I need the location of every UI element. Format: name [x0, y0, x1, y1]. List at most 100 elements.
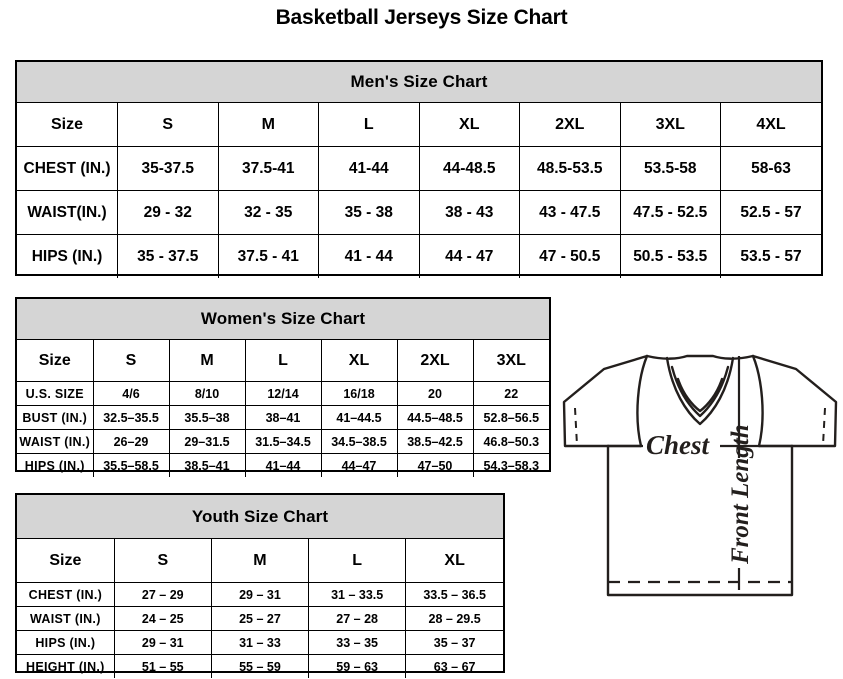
- youth-size-table: Youth Size Chart Size S M L XL CHEST (IN…: [17, 495, 503, 678]
- table-row: CHEST (IN.) 27 – 29 29 – 31 31 – 33.5 33…: [17, 582, 503, 607]
- table-row: CHEST (IN.) 35-37.5 37.5-41 41-44 44-48.…: [17, 146, 821, 191]
- womens-col-header-xl: XL: [320, 339, 398, 382]
- womens-hips-m: 38.5–41: [168, 453, 246, 477]
- womens-ussize-xl: 16/18: [320, 381, 398, 406]
- mens-chest-2xl: 48.5-53.5: [519, 146, 621, 191]
- mens-caption-row: Men's Size Chart: [17, 62, 821, 103]
- mens-hips-m: 37.5 - 41: [217, 234, 319, 278]
- mens-col-header-4xl: 4XL: [720, 102, 821, 147]
- mens-waist-2xl: 43 - 47.5: [519, 190, 621, 235]
- mens-hips-4xl: 53.5 - 57: [720, 234, 821, 278]
- womens-row-label-hips: HIPS (IN.): [17, 453, 94, 477]
- mens-col-header-s: S: [117, 102, 219, 147]
- mens-chest-4xl: 58-63: [720, 146, 821, 191]
- mens-chest-s: 35-37.5: [117, 146, 219, 191]
- womens-waist-xl: 34.5–38.5: [320, 429, 398, 454]
- youth-col-header-xl: XL: [405, 538, 503, 583]
- mens-chest-l: 41-44: [318, 146, 420, 191]
- youth-header-row: Size S M L XL: [17, 538, 503, 583]
- mens-col-header-3xl: 3XL: [619, 102, 721, 147]
- youth-waist-l: 27 – 28: [308, 606, 407, 631]
- table-row: WAIST (IN.) 26–29 29–31.5 31.5–34.5 34.5…: [17, 429, 549, 454]
- youth-col-header-m: M: [210, 538, 310, 583]
- mens-waist-xl: 38 - 43: [418, 190, 520, 235]
- womens-waist-l: 31.5–34.5: [244, 429, 322, 454]
- youth-chest-l: 31 – 33.5: [308, 582, 407, 607]
- mens-waist-4xl: 52.5 - 57: [720, 190, 821, 235]
- womens-waist-s: 26–29: [92, 429, 170, 454]
- womens-bust-2xl: 44.5–48.5: [396, 405, 474, 430]
- youth-chest-s: 27 – 29: [113, 582, 212, 607]
- womens-ussize-s: 4/6: [92, 381, 170, 406]
- youth-col-header-s: S: [113, 538, 212, 583]
- womens-waist-3xl: 46.8–50.3: [472, 429, 549, 454]
- youth-col-header-l: L: [308, 538, 407, 583]
- mens-col-header-l: L: [318, 102, 420, 147]
- womens-col-header-2xl: 2XL: [396, 339, 474, 382]
- mens-chart-caption: Men's Size Chart: [17, 62, 821, 103]
- mens-chest-xl: 44-48.5: [418, 146, 520, 191]
- youth-row-label-chest: CHEST (IN.): [17, 582, 115, 607]
- mens-header-row: Size S M L XL 2XL 3XL 4XL: [17, 102, 821, 147]
- table-row: HEIGHT (IN.) 51 – 55 55 – 59 59 – 63 63 …: [17, 654, 503, 678]
- womens-hips-xl: 44–47: [320, 453, 398, 477]
- youth-chart-caption: Youth Size Chart: [17, 495, 503, 539]
- youth-row-label-hips: HIPS (IN.): [17, 630, 115, 655]
- mens-col-header-xl: XL: [418, 102, 520, 147]
- youth-chest-xl: 33.5 – 36.5: [405, 582, 503, 607]
- womens-row-label-bust: BUST (IN.): [17, 405, 94, 430]
- mens-col-header-m: M: [217, 102, 319, 147]
- womens-bust-3xl: 52.8–56.5: [472, 405, 549, 430]
- mens-chest-3xl: 53.5-58: [619, 146, 721, 191]
- youth-row-label-height: HEIGHT (IN.): [17, 654, 115, 678]
- womens-chart-caption: Women's Size Chart: [17, 299, 549, 340]
- womens-col-header-l: L: [244, 339, 322, 382]
- youth-hips-m: 31 – 33: [210, 630, 310, 655]
- table-row: WAIST (IN.) 24 – 25 25 – 27 27 – 28 28 –…: [17, 606, 503, 631]
- womens-waist-2xl: 38.5–42.5: [396, 429, 474, 454]
- youth-caption-row: Youth Size Chart: [17, 495, 503, 539]
- youth-hips-l: 33 – 35: [308, 630, 407, 655]
- chest-measure-label: Chest: [646, 430, 711, 460]
- youth-height-s: 51 – 55: [113, 654, 212, 678]
- jersey-svg: Chest Front Length: [562, 354, 838, 597]
- mens-row-label-chest: CHEST (IN.): [17, 146, 118, 191]
- mens-size-table: Men's Size Chart Size S M L XL 2XL 3XL 4…: [17, 62, 821, 278]
- womens-ussize-2xl: 20: [396, 381, 474, 406]
- mens-waist-l: 35 - 38: [318, 190, 420, 235]
- mens-chest-m: 37.5-41: [217, 146, 319, 191]
- youth-height-m: 55 – 59: [210, 654, 310, 678]
- youth-hips-xl: 35 – 37: [405, 630, 503, 655]
- mens-hips-xl: 44 - 47: [418, 234, 520, 278]
- youth-waist-xl: 28 – 29.5: [405, 606, 503, 631]
- table-row: HIPS (IN.) 35.5–58.5 38.5–41 41–44 44–47…: [17, 453, 549, 477]
- womens-col-header-m: M: [168, 339, 246, 382]
- mens-hips-3xl: 50.5 - 53.5: [619, 234, 721, 278]
- womens-bust-m: 35.5–38: [168, 405, 246, 430]
- mens-hips-l: 41 - 44: [318, 234, 420, 278]
- mens-waist-s: 29 - 32: [117, 190, 219, 235]
- mens-col-header-2xl: 2XL: [519, 102, 621, 147]
- womens-caption-row: Women's Size Chart: [17, 299, 549, 340]
- tshirt-outline: [562, 354, 838, 597]
- mens-waist-m: 32 - 35: [217, 190, 319, 235]
- youth-waist-m: 25 – 27: [210, 606, 310, 631]
- womens-size-chart: Women's Size Chart Size S M L XL 2XL 3XL…: [15, 297, 551, 477]
- youth-row-label-waist: WAIST (IN.): [17, 606, 115, 631]
- womens-hips-2xl: 47–50: [396, 453, 474, 477]
- womens-header-row: Size S M L XL 2XL 3XL: [17, 339, 549, 382]
- mens-row-label-hips: HIPS (IN.): [17, 234, 118, 278]
- table-row: HIPS (IN.) 29 – 31 31 – 33 33 – 35 35 – …: [17, 630, 503, 655]
- womens-ussize-l: 12/14: [244, 381, 322, 406]
- womens-col-header-3xl: 3XL: [472, 339, 549, 382]
- womens-col-header-s: S: [92, 339, 170, 382]
- youth-height-l: 59 – 63: [308, 654, 407, 678]
- womens-ussize-m: 8/10: [168, 381, 246, 406]
- womens-bust-xl: 41–44.5: [320, 405, 398, 430]
- youth-size-chart: Youth Size Chart Size S M L XL CHEST (IN…: [15, 493, 505, 678]
- mens-waist-3xl: 47.5 - 52.5: [619, 190, 721, 235]
- womens-hips-s: 35.5–58.5: [92, 453, 170, 477]
- womens-row-label-us-size: U.S. SIZE: [17, 381, 94, 406]
- mens-hips-s: 35 - 37.5: [117, 234, 219, 278]
- jersey-measurement-illustration: Chest Front Length: [560, 350, 840, 650]
